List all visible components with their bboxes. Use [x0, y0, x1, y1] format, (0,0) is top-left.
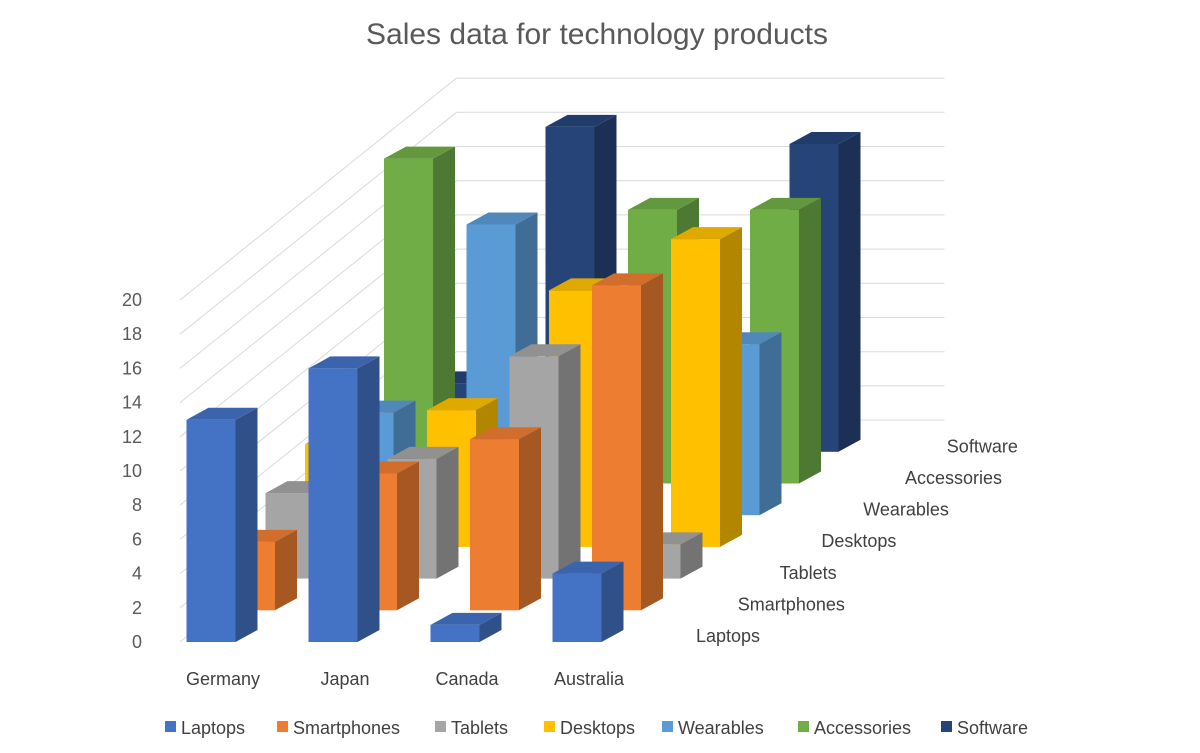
bar-laptops-japan — [308, 356, 380, 642]
bar-side — [720, 227, 742, 547]
legend-item-smartphones: Smartphones — [277, 718, 400, 738]
category-label-australia: Australia — [554, 669, 625, 689]
bar-side — [601, 561, 624, 642]
bar-side — [838, 132, 861, 452]
legend-swatch — [435, 721, 446, 732]
bar-top — [509, 344, 581, 357]
legend-swatch — [798, 721, 809, 732]
bar-front — [470, 439, 519, 611]
bar-side — [397, 461, 419, 611]
bar-front — [430, 624, 480, 642]
legend-label: Accessories — [814, 718, 911, 738]
legend-item-desktops: Desktops — [544, 718, 635, 738]
bar-top — [750, 197, 821, 210]
legend-label: Wearables — [678, 718, 764, 738]
series-axis-label-smartphones: Smartphones — [738, 594, 845, 614]
y-axis-ticks: 0 2 4 6 8 10 12 14 16 18 20 — [122, 290, 142, 652]
bar-side — [799, 197, 821, 484]
legend-label: Tablets — [451, 718, 508, 738]
legend-swatch — [277, 721, 288, 732]
y-tick-label: 10 — [122, 461, 142, 481]
bar-laptops-germany — [186, 407, 258, 642]
series-axis-label-wearables: Wearables — [863, 500, 949, 520]
bar-top — [470, 427, 541, 440]
bar-smartphones-australia — [592, 273, 663, 611]
y-tick-label: 4 — [132, 564, 142, 584]
bar-side — [680, 532, 703, 579]
bar-side — [436, 446, 459, 579]
legend-item-laptops: Laptops — [165, 718, 245, 738]
legend-label: Laptops — [181, 718, 245, 738]
y-tick-label: 0 — [132, 632, 142, 652]
bar-front — [592, 285, 641, 611]
series-axis-label-software: Software — [947, 436, 1018, 456]
gridline-20 — [179, 77, 945, 301]
bar-top — [466, 212, 538, 225]
bar-top — [671, 227, 742, 240]
bar-front — [552, 573, 602, 642]
bar-side — [558, 344, 581, 579]
bar-laptops-canada — [430, 612, 502, 642]
bar-smartphones-canada — [470, 427, 541, 611]
bar-front — [308, 368, 358, 642]
bar-top — [545, 114, 617, 127]
bar-top — [552, 561, 624, 574]
legend-item-tablets: Tablets — [435, 718, 508, 738]
bar-side — [479, 612, 502, 642]
bars — [186, 114, 861, 642]
y-tick-label: 8 — [132, 495, 142, 515]
category-label-canada: Canada — [435, 669, 499, 689]
gridline-16 — [179, 146, 945, 369]
legend-label: Software — [957, 718, 1028, 738]
bar-top — [592, 273, 663, 286]
legend-label: Smartphones — [293, 718, 400, 738]
series-axis-label-desktops: Desktops — [821, 531, 896, 551]
category-label-japan: Japan — [320, 669, 369, 689]
chart-title: Sales data for technology products — [366, 18, 828, 51]
bar-front — [186, 419, 236, 642]
bar-side — [357, 356, 380, 642]
legend-swatch — [165, 721, 176, 732]
bar-side — [235, 407, 258, 642]
category-label-germany: Germany — [186, 669, 260, 689]
bar-side — [759, 332, 782, 516]
series-axis-label-laptops: Laptops — [696, 626, 760, 646]
bar-top — [628, 197, 699, 210]
y-tick-label: 6 — [132, 529, 142, 549]
legend-item-software: Software — [941, 718, 1028, 738]
bar-front — [671, 239, 720, 547]
y-tick-label: 14 — [122, 393, 142, 413]
legend: Laptops Smartphones Tablets Desktops Wearabl… — [165, 718, 1028, 738]
legend-item-accessories: Accessories — [798, 718, 911, 738]
y-tick-label: 2 — [132, 598, 142, 618]
bar-desktops-australia — [671, 227, 742, 547]
y-tick-label: 20 — [122, 290, 142, 310]
y-tick-label: 16 — [122, 358, 142, 378]
gridline-14 — [179, 180, 945, 403]
bar-top — [308, 356, 380, 369]
bar-top — [186, 407, 258, 420]
bar-side — [641, 273, 663, 611]
bar-top — [789, 132, 861, 144]
bar-side — [519, 427, 541, 611]
legend-swatch — [941, 721, 952, 732]
legend-item-wearables: Wearables — [662, 718, 764, 738]
bar-top — [387, 446, 459, 459]
bar-side — [275, 529, 297, 611]
legend-label: Desktops — [560, 718, 635, 738]
y-tick-label: 18 — [122, 324, 142, 344]
series-axis-label-tablets: Tablets — [780, 563, 837, 583]
bar-laptops-australia — [552, 561, 624, 642]
category-labels: Germany Japan Canada Australia — [186, 669, 625, 689]
bar-top — [384, 146, 455, 159]
series-depth-labels: Laptops Smartphones Tablets Desktops Wearabl… — [696, 436, 1018, 646]
y-tick-label: 12 — [122, 427, 142, 447]
legend-swatch — [662, 721, 673, 732]
legend-swatch — [544, 721, 555, 732]
bar-top — [427, 398, 498, 411]
series-axis-label-accessories: Accessories — [905, 468, 1002, 488]
gridline-18 — [179, 111, 945, 335]
bar-top — [430, 612, 502, 625]
